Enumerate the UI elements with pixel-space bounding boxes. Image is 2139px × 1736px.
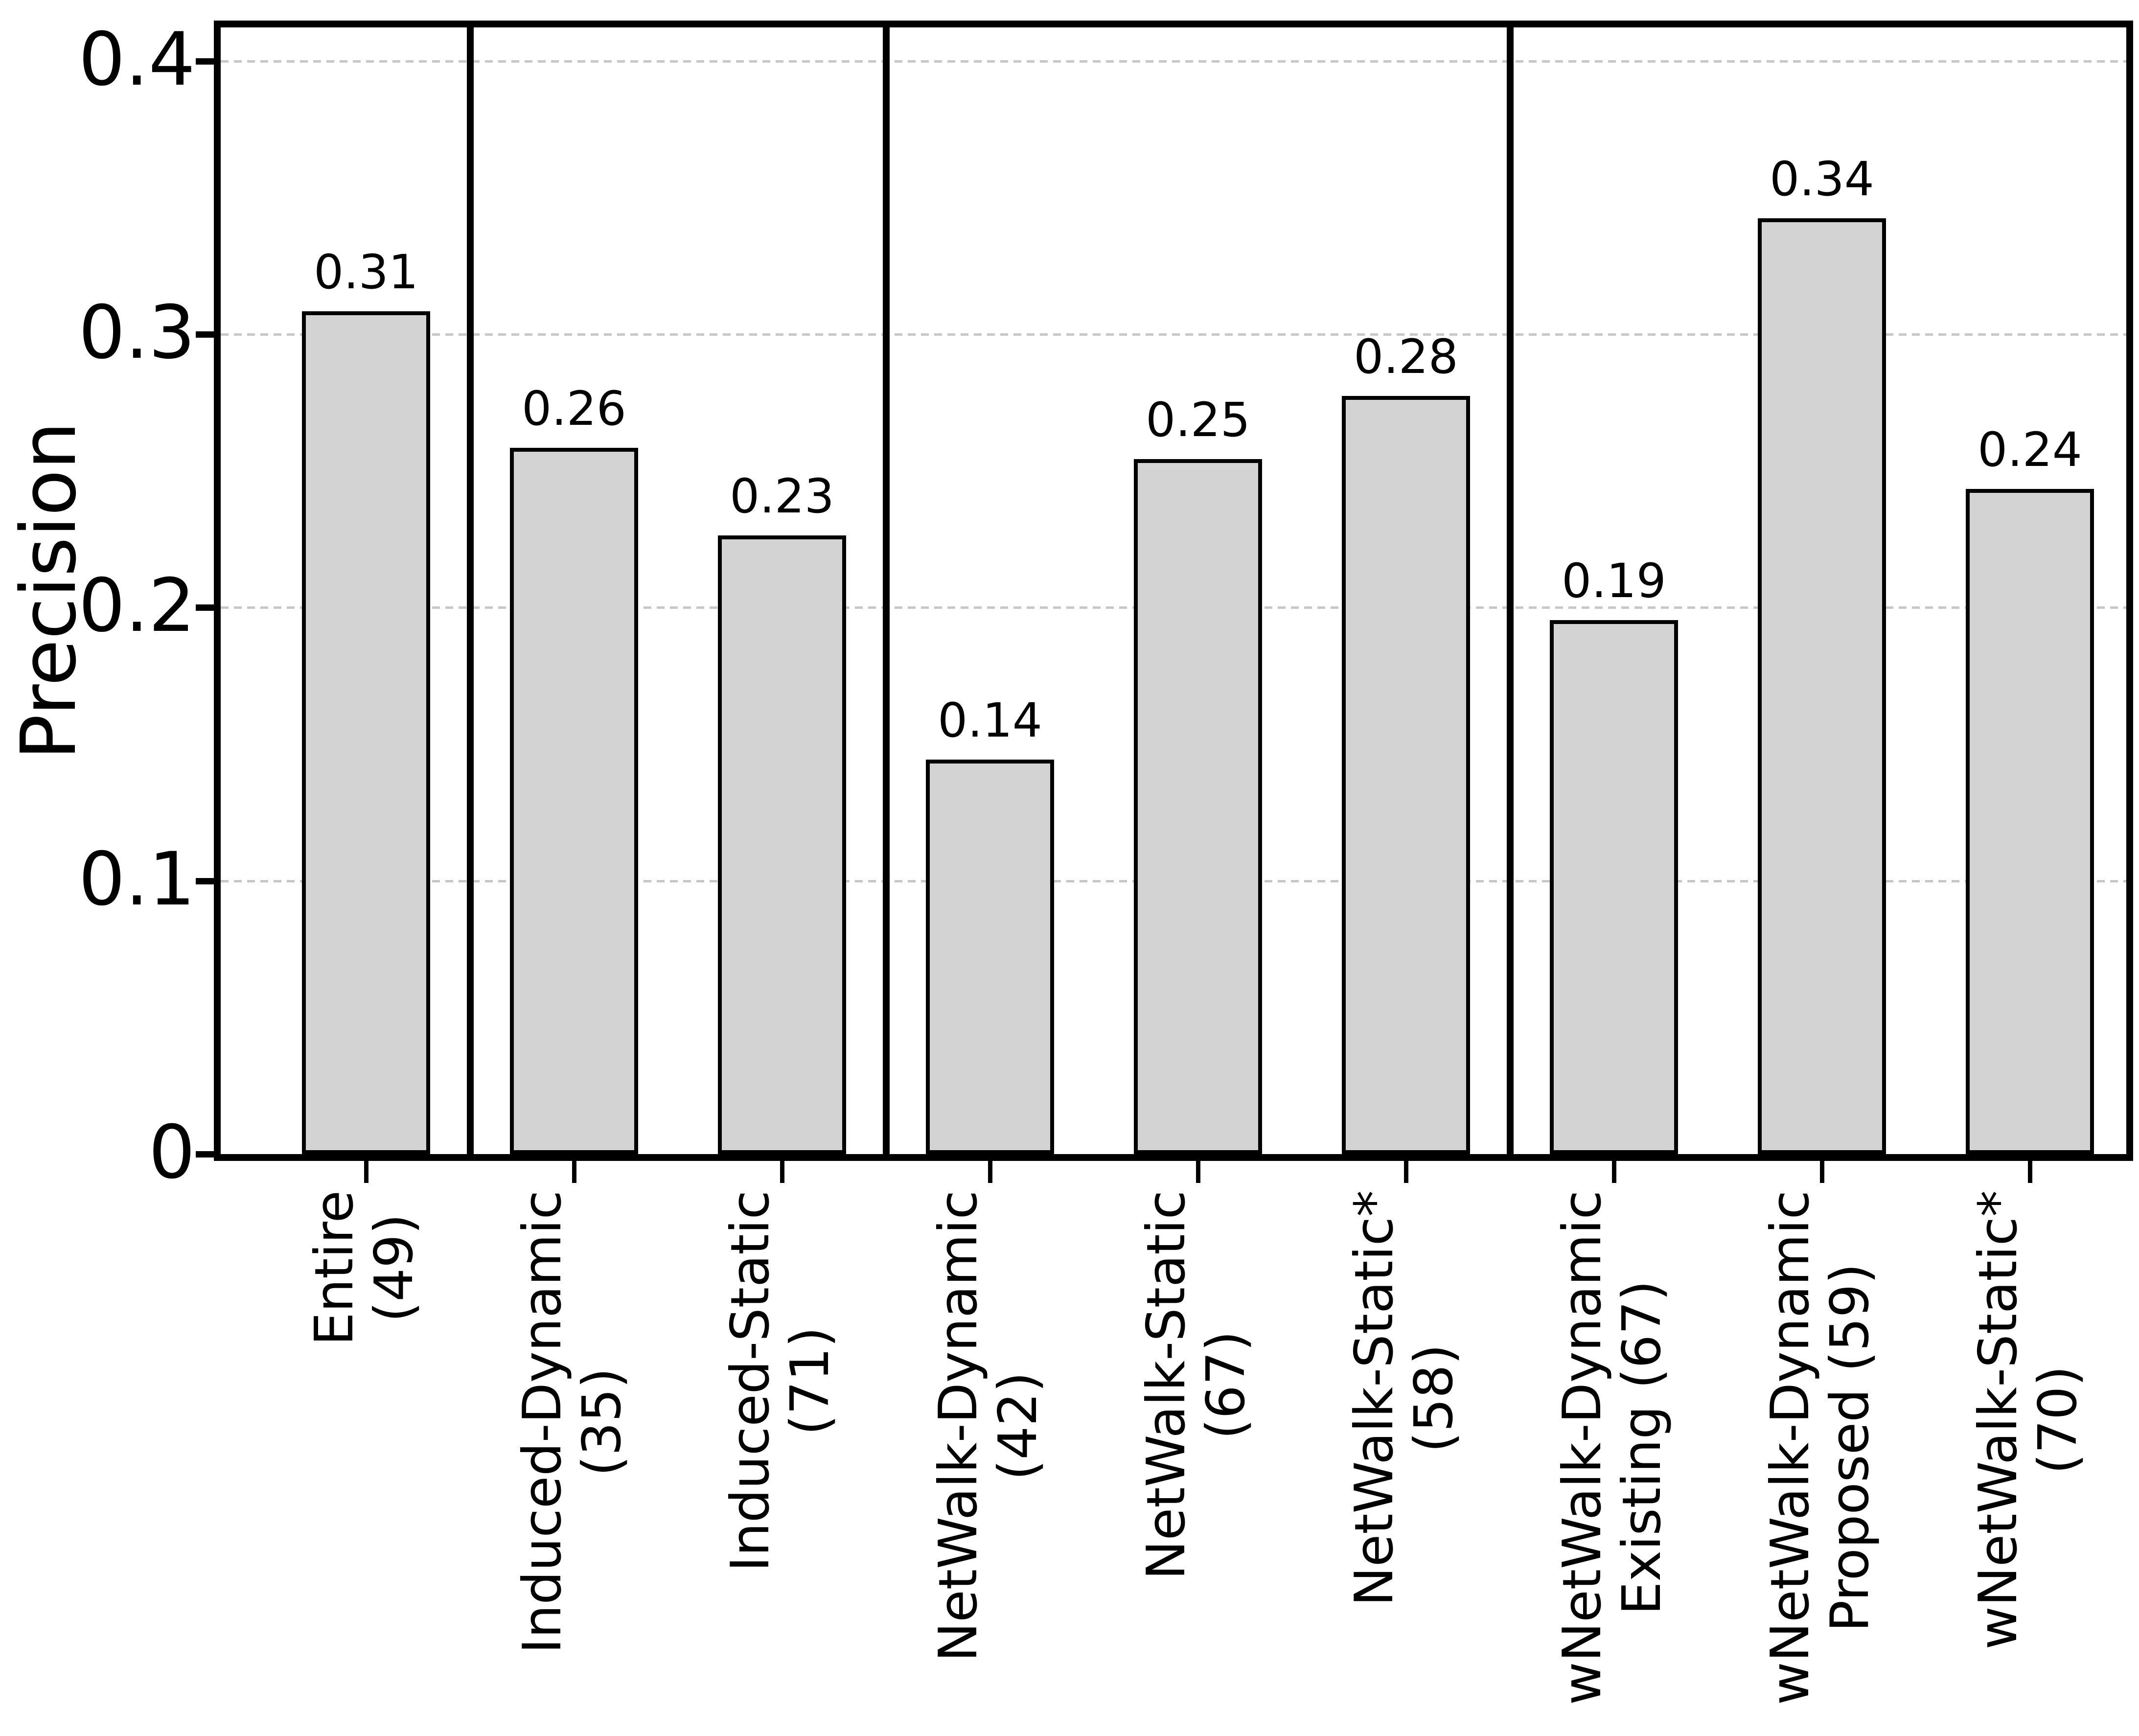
x-axis-tick-label: Induced-Dynamic (35) [512,1190,635,1729]
x-axis-tick-label: Induced-Static (71) [720,1190,843,1729]
bar [1550,620,1678,1154]
bar-value-label: 0.23 [730,469,834,524]
y-gridline [221,60,2126,63]
y-axis-tick [196,331,214,338]
bar [1134,459,1262,1154]
x-axis-tick [1612,1161,1616,1183]
bar [1758,218,1886,1154]
bar [718,535,846,1154]
y-axis-tick [196,1151,214,1157]
bar [1342,396,1470,1154]
y-axis-tick-label: 0.4 [78,17,195,102]
x-axis-tick-label-text: NetWalk-Static (67) [1136,1190,1257,1580]
bar [302,311,430,1154]
x-axis-tick-label-text: Induced-Static (71) [720,1190,841,1572]
x-axis-tick [780,1161,784,1183]
y-gridline [221,333,2126,336]
x-axis-tick-label-text: Entire (49) [304,1190,425,1346]
x-axis-tick-label: NetWalk-Static (67) [1136,1190,1259,1729]
x-axis-tick-label: Entire (49) [304,1190,427,1729]
y-axis-tick [196,878,214,884]
bar-value-label: 0.24 [1978,422,2082,477]
bar-value-label: 0.14 [938,693,1042,748]
bar-value-label: 0.19 [1562,554,1666,608]
x-axis-tick-label: wNetWalk-Static* (70) [1968,1190,2091,1729]
bar [1966,489,2094,1154]
x-axis-tick [988,1161,992,1183]
x-axis-tick-label-text: Induced-Dynamic (35) [512,1190,633,1654]
x-axis-tick [1196,1161,1200,1183]
y-axis-tick [196,604,214,611]
bar-value-label: 0.26 [522,381,626,436]
x-axis-tick-label: NetWalk-Static* (58) [1344,1190,1467,1729]
x-axis-tick [2028,1161,2032,1183]
y-axis-tick-label: 0 [148,1110,195,1195]
bar [510,448,638,1154]
bar-value-label: 0.31 [314,245,418,300]
x-axis-tick-label-text: NetWalk-Static* (58) [1344,1190,1465,1606]
y-axis-tick [196,58,214,65]
x-axis-tick-label: NetWalk-Dynamic (42) [928,1190,1051,1729]
x-axis-tick-label-text: NetWalk-Dynamic (42) [928,1190,1049,1662]
bar-value-label: 0.25 [1146,393,1250,447]
x-axis-tick [1820,1161,1824,1183]
x-axis-tick-label-text: wNetWalk-Dynamic Existing (67) [1552,1190,1673,1705]
bar [926,760,1054,1154]
x-axis-tick [572,1161,576,1183]
x-axis-tick [1404,1161,1408,1183]
x-axis-tick-label: wNetWalk-Dynamic Existing (67) [1552,1190,1675,1729]
y-axis-tick-label: 0.3 [78,290,195,376]
group-separator-line [466,27,474,1154]
y-axis-tick-label: 0.2 [78,563,195,649]
group-separator-line [1506,27,1514,1154]
bar-value-label: 0.28 [1354,329,1458,384]
x-axis-tick [364,1161,368,1183]
x-axis-tick-label-text: wNetWalk-Static* (70) [1968,1190,2089,1650]
group-separator-line [882,27,890,1154]
y-axis-tick-label: 0.1 [78,836,195,922]
x-axis-tick-label: wNetWalk-Dynamic Proposed (59) [1760,1190,1883,1729]
bar-value-label: 0.34 [1770,152,1874,207]
plot-area [214,21,2133,1161]
x-axis-tick-label-text: wNetWalk-Dynamic Proposed (59) [1760,1190,1881,1705]
